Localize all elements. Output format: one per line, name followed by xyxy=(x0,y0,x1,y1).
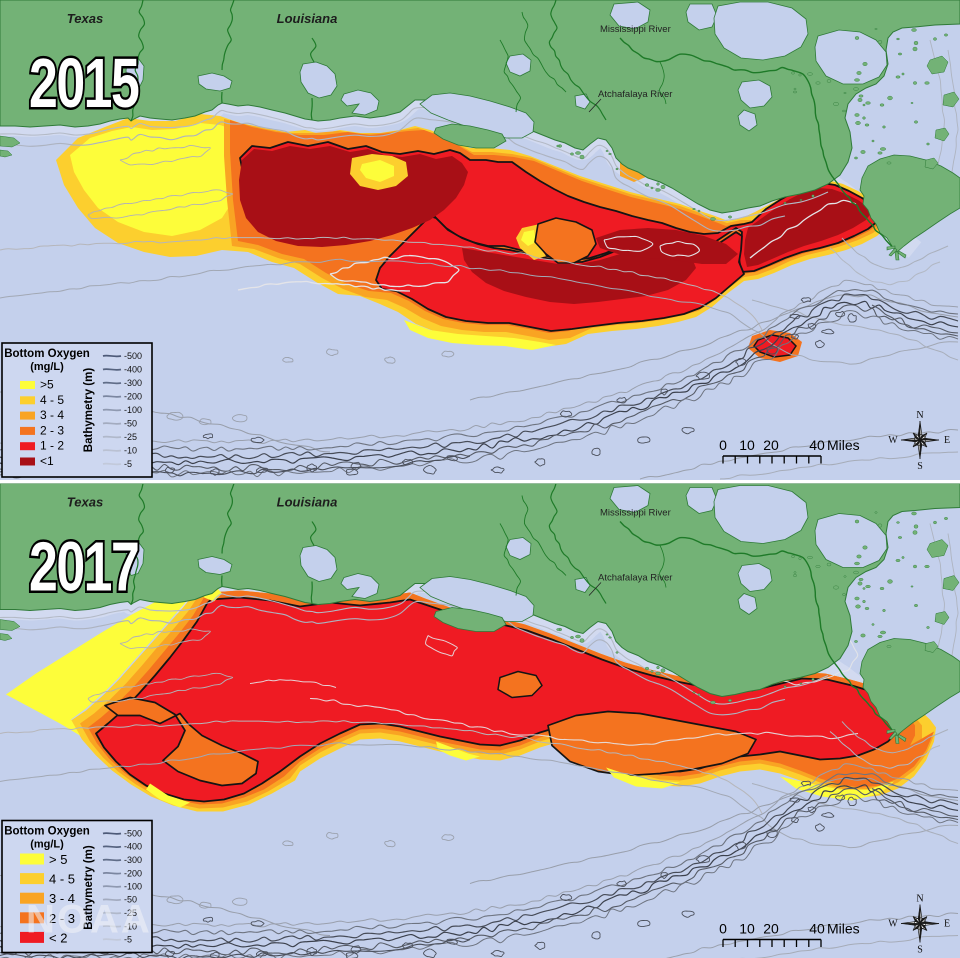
svg-text:< 2: < 2 xyxy=(49,930,67,945)
svg-text:> 5: > 5 xyxy=(49,852,67,867)
svg-text:NOAA: NOAA xyxy=(26,898,152,942)
svg-text:-400: -400 xyxy=(124,365,142,375)
svg-text:-5: -5 xyxy=(124,459,132,469)
svg-text:-5: -5 xyxy=(124,935,132,945)
svg-text:-50: -50 xyxy=(124,419,137,429)
svg-text:4 - 5: 4 - 5 xyxy=(40,393,64,407)
svg-text:3 - 4: 3 - 4 xyxy=(40,408,64,422)
svg-text:-200: -200 xyxy=(124,392,142,402)
svg-text:(mg/L): (mg/L) xyxy=(30,839,64,851)
svg-text:2 - 3: 2 - 3 xyxy=(40,423,64,437)
svg-text:Bottom Oxygen: Bottom Oxygen xyxy=(4,826,90,838)
svg-text:-300: -300 xyxy=(124,855,142,865)
svg-text:>5: >5 xyxy=(40,378,54,392)
svg-text:Bottom Oxygen: Bottom Oxygen xyxy=(4,348,90,360)
svg-text:4 - 5: 4 - 5 xyxy=(49,872,75,887)
svg-text:(mg/L): (mg/L) xyxy=(30,361,64,373)
svg-text:-50: -50 xyxy=(124,895,137,905)
svg-text:Bathymetry (m): Bathymetry (m) xyxy=(83,368,95,453)
svg-text:-10: -10 xyxy=(124,446,137,456)
svg-text:-500: -500 xyxy=(124,829,142,839)
svg-text:1 - 2: 1 - 2 xyxy=(40,439,64,453)
svg-text:-100: -100 xyxy=(124,882,142,892)
svg-text:2017: 2017 xyxy=(29,528,138,606)
svg-text:-300: -300 xyxy=(124,378,142,388)
svg-text:-400: -400 xyxy=(124,842,142,852)
svg-text:-500: -500 xyxy=(124,351,142,361)
svg-text:-25: -25 xyxy=(124,908,137,918)
svg-text:-100: -100 xyxy=(124,405,142,415)
svg-text:3 - 4: 3 - 4 xyxy=(49,891,75,906)
svg-text:-200: -200 xyxy=(124,868,142,878)
svg-text:-25: -25 xyxy=(124,432,137,442)
svg-text:-10: -10 xyxy=(124,921,137,931)
svg-text:Bathymetry (m): Bathymetry (m) xyxy=(83,845,95,930)
svg-text:2015: 2015 xyxy=(29,44,139,122)
svg-text:2 - 3: 2 - 3 xyxy=(49,911,75,926)
svg-text:<1: <1 xyxy=(40,454,54,468)
